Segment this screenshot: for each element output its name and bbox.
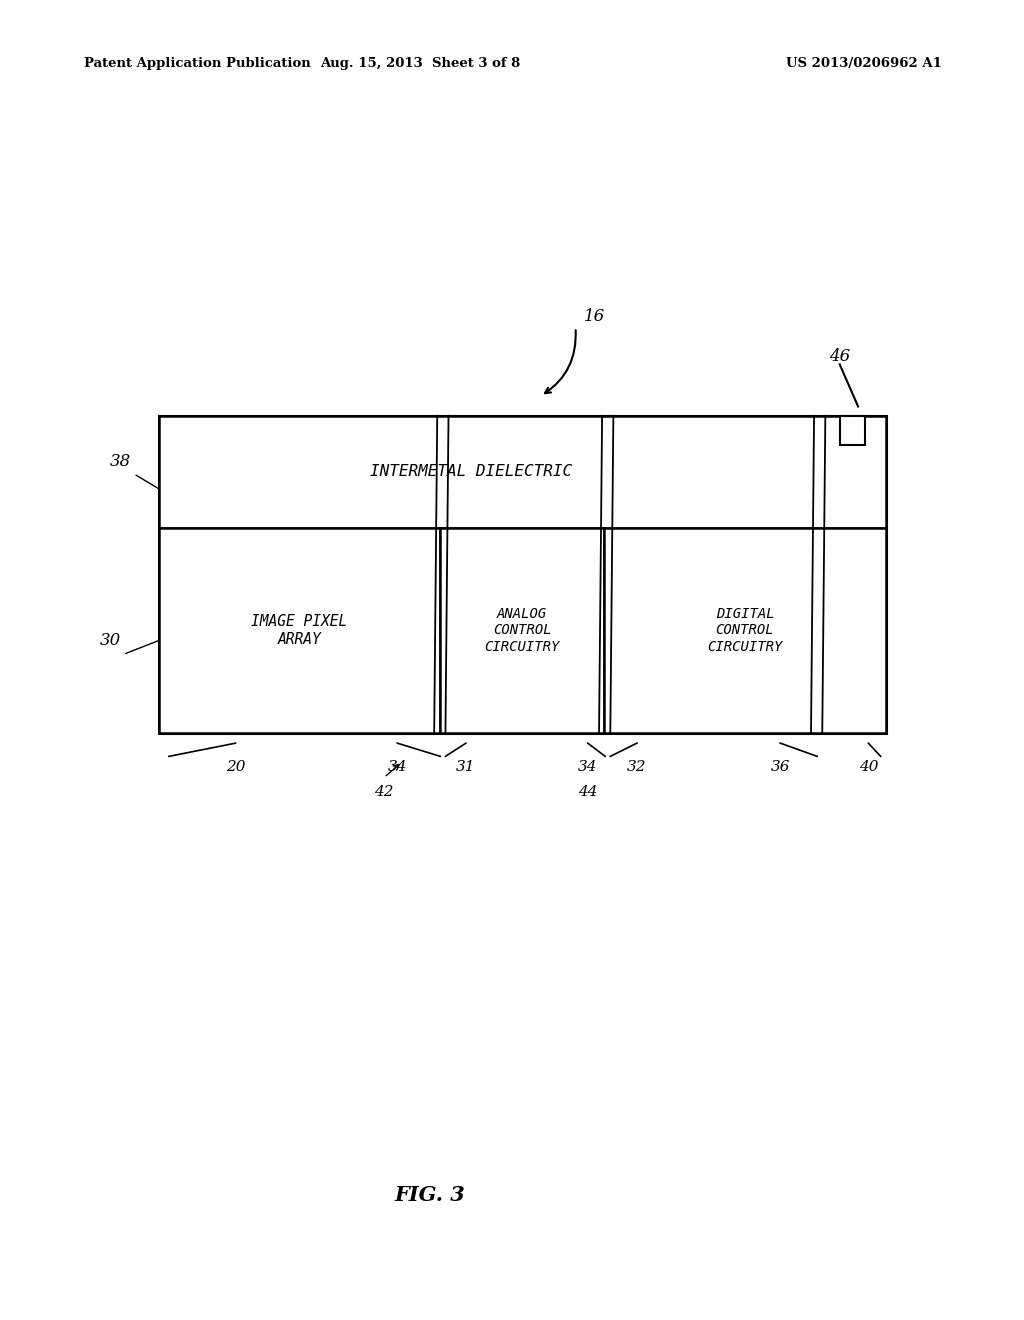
Text: US 2013/0206962 A1: US 2013/0206962 A1 (786, 57, 942, 70)
Text: IMAGE PIXEL
ARRAY: IMAGE PIXEL ARRAY (252, 614, 347, 647)
Text: FIG. 3: FIG. 3 (394, 1184, 466, 1205)
Bar (159, 528, 440, 733)
Text: 31: 31 (456, 760, 476, 775)
Text: 32: 32 (627, 760, 647, 775)
Text: 42: 42 (374, 785, 394, 800)
Bar (840, 416, 865, 445)
Text: INTERMETAL DIELECTRIC: INTERMETAL DIELECTRIC (371, 465, 572, 479)
Bar (159, 416, 886, 528)
Text: 34: 34 (387, 760, 408, 775)
Bar (440, 528, 604, 733)
Text: 20: 20 (225, 760, 246, 775)
Text: Aug. 15, 2013  Sheet 3 of 8: Aug. 15, 2013 Sheet 3 of 8 (319, 57, 520, 70)
Text: DIGITAL
CONTROL
CIRCUITRY: DIGITAL CONTROL CIRCUITRY (708, 607, 782, 653)
Text: 40: 40 (858, 760, 879, 775)
Text: Patent Application Publication: Patent Application Publication (84, 57, 310, 70)
Bar (159, 416, 886, 733)
Text: 38: 38 (110, 454, 131, 470)
Text: 44: 44 (578, 785, 598, 800)
Text: 36: 36 (770, 760, 791, 775)
Text: ANALOG
CONTROL
CIRCUITRY: ANALOG CONTROL CIRCUITRY (484, 607, 560, 653)
Text: 16: 16 (584, 309, 605, 325)
Text: 34: 34 (578, 760, 598, 775)
Text: 46: 46 (829, 348, 851, 364)
Text: 30: 30 (99, 632, 121, 648)
Bar (604, 528, 886, 733)
